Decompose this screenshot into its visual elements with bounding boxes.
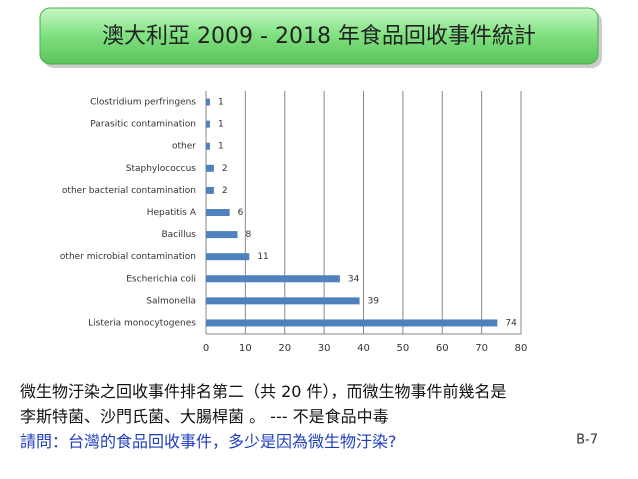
data-label: 1 (218, 98, 224, 108)
data-label: 1 (218, 120, 224, 130)
bar (206, 98, 210, 106)
y-tick-label: other (172, 142, 196, 152)
page-number: B-7 (576, 433, 598, 448)
y-tick-label: Parasitic contamination (90, 120, 196, 130)
bar (206, 275, 340, 283)
bar (206, 253, 250, 261)
x-tick-label: 60 (436, 343, 449, 354)
data-label: 11 (257, 252, 268, 262)
bar (206, 186, 214, 194)
y-tick-label: Bacillus (161, 230, 196, 240)
data-label: 8 (246, 230, 252, 240)
data-label: 2 (222, 164, 228, 174)
y-tick-label: other bacterial contamination (62, 186, 196, 196)
bar (206, 209, 230, 216)
y-tick-label: Staphylococcus (126, 164, 197, 174)
data-label: 1 (218, 142, 224, 152)
x-tick-label: 80 (515, 343, 528, 354)
data-label: 39 (368, 296, 380, 306)
banner (39, 7, 599, 65)
y-tick-label: Salmonella (146, 296, 196, 306)
data-label: 6 (238, 208, 244, 218)
x-tick-label: 10 (239, 343, 252, 354)
y-tick-label: other microbial contamination (60, 252, 196, 262)
x-tick-label: 50 (397, 343, 410, 354)
bar (206, 297, 360, 305)
y-tick-label: Clostridium perfringens (90, 98, 196, 108)
bar (206, 319, 498, 327)
y-tick-label: Listeria monocytogenes (88, 318, 196, 328)
data-label: 74 (505, 318, 517, 328)
body-line: 微生物汙染之回收事件排名第二（共 20 件），而微生物事件前幾名是 (20, 382, 507, 401)
bar (206, 231, 238, 239)
y-tick-label: Escherichia coli (126, 274, 196, 284)
data-label: 2 (222, 186, 228, 196)
body-line: 李斯特菌、沙門氏菌、大腸桿菌 。 --- 不是食品中毒 (20, 407, 389, 426)
slide-title: 澳大利亞 2009 - 2018 年食品回收事件統計 (102, 24, 536, 49)
data-label: 34 (348, 274, 360, 284)
bar (206, 120, 210, 128)
question-line: 請問：台灣的食品回收事件，多少是因為微生物汙染? (20, 432, 397, 451)
y-tick-label: Hepatitis A (147, 208, 197, 218)
x-tick-label: 20 (278, 343, 291, 354)
x-tick-label: 40 (357, 343, 370, 354)
x-tick-label: 30 (318, 343, 331, 354)
x-tick-label: 70 (475, 343, 488, 354)
bar (206, 142, 210, 150)
x-tick-label: 0 (203, 343, 209, 354)
bar (206, 164, 214, 172)
